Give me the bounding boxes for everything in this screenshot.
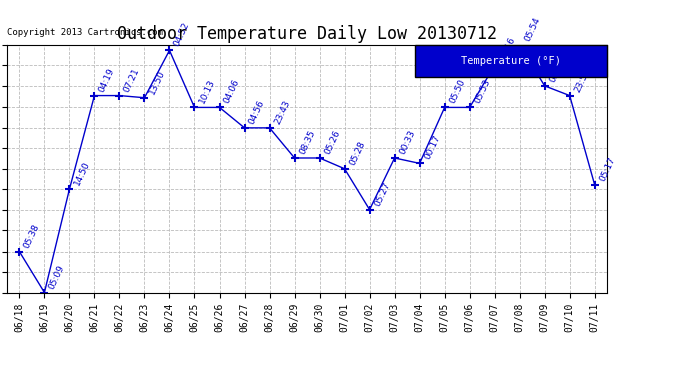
Text: 07:21: 07:21: [122, 66, 141, 93]
Text: 05:54: 05:54: [522, 16, 542, 43]
Text: 05:16: 05:16: [548, 57, 566, 84]
Text: 08:35: 08:35: [297, 129, 317, 156]
Text: 00:17: 00:17: [422, 134, 442, 161]
Text: 14:50: 14:50: [72, 160, 92, 187]
Text: 10:13: 10:13: [197, 78, 217, 105]
Text: 13:50: 13:50: [148, 68, 166, 96]
FancyBboxPatch shape: [415, 45, 607, 77]
Text: 05:28: 05:28: [348, 140, 366, 166]
Title: Outdoor Temperature Daily Low 20130712: Outdoor Temperature Daily Low 20130712: [117, 26, 497, 44]
Text: 05:50: 05:50: [448, 78, 466, 105]
Text: 05:16: 05:16: [497, 36, 517, 63]
Text: 23:43: 23:43: [273, 99, 291, 126]
Text: Copyright 2013 Cartronics.com: Copyright 2013 Cartronics.com: [7, 28, 163, 37]
Text: 04:19: 04:19: [97, 66, 117, 93]
Text: 05:09: 05:09: [48, 263, 66, 290]
Text: 23:53: 23:53: [573, 66, 592, 93]
Text: Temperature (°F): Temperature (°F): [461, 56, 561, 66]
Text: 05:27: 05:27: [373, 180, 392, 207]
Text: 04:52: 04:52: [172, 21, 191, 48]
Text: 04:56: 04:56: [248, 99, 266, 126]
Text: 05:53: 05:53: [473, 78, 492, 105]
Text: 00:33: 00:33: [397, 129, 417, 156]
Text: 05:17: 05:17: [598, 156, 617, 183]
Text: 04:06: 04:06: [222, 78, 242, 105]
Text: 05:26: 05:26: [322, 129, 342, 156]
Text: 05:38: 05:38: [22, 222, 41, 249]
